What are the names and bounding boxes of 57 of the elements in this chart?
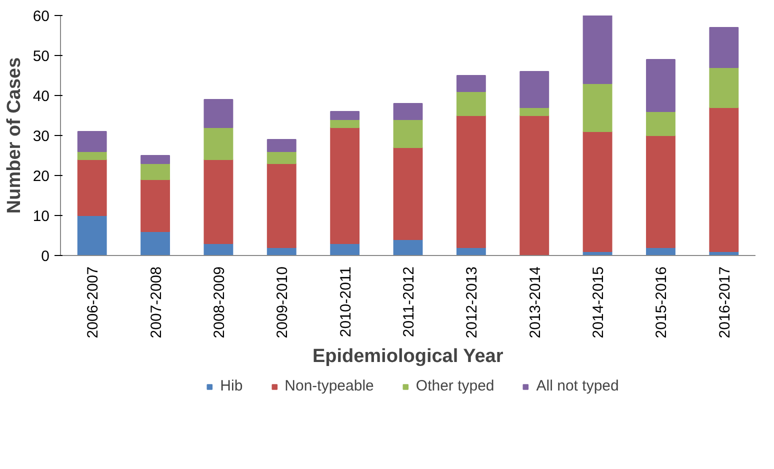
legend-label: Non-typeable [284,378,374,394]
bar [456,115,486,248]
x-tick-label: 2006-2007 [84,266,102,338]
bar [709,107,739,252]
x-tick-label: 2016-2017 [716,266,734,338]
bar [456,91,486,116]
bar [204,99,234,128]
bar [330,111,360,120]
y-tick-label: 30 [32,128,50,145]
y-tick-label: 40 [32,88,50,105]
x-tick-label: 2013-2014 [526,266,544,338]
bar [582,16,612,84]
bar [582,83,612,132]
bar [266,163,296,248]
x-axis-title: Epidemiological Year [312,346,504,368]
legend-label: Other typed [416,378,494,394]
x-tick-label: 2014-2015 [590,266,608,338]
bar [646,59,676,112]
bar [456,75,486,92]
x-tick-label: 2008-2009 [210,266,228,338]
bar [393,147,423,240]
x-tick-label: 2010-2011 [337,266,354,338]
bar [266,151,296,164]
bar [140,163,170,180]
bar [709,67,739,108]
x-tick-label: 2007-2008 [148,266,165,338]
bar [582,131,612,252]
y-tick-label: 50 [32,48,50,65]
x-tick-label: 2012-2013 [464,266,481,338]
y-tick-label: 10 [32,208,50,225]
bar [393,239,423,256]
legend-label: All not typed [536,378,619,394]
bar [140,179,170,232]
bar [140,231,170,256]
y-tick-label: 20 [32,168,50,185]
bar [330,127,360,244]
bar [77,131,107,152]
bar [204,127,234,160]
bar [520,71,550,108]
x-tick-label: 2011-2012 [400,266,418,338]
y-axis-title: Number of Cases [4,57,25,214]
bar [266,139,296,152]
bar [709,27,739,68]
bar [204,159,234,244]
y-tick-label: 0 [41,248,50,265]
bar [77,215,107,256]
bar [520,115,550,256]
legend-label: Hib [220,378,243,394]
x-tick-label: 2009-2010 [274,266,292,338]
y-tick-label: 60 [32,8,50,25]
bar [646,135,676,248]
x-tick-label: 2015-2016 [653,266,670,338]
bar [393,103,423,120]
bar [646,111,676,136]
bar [140,155,170,164]
bar [393,119,423,148]
bar [77,159,107,216]
